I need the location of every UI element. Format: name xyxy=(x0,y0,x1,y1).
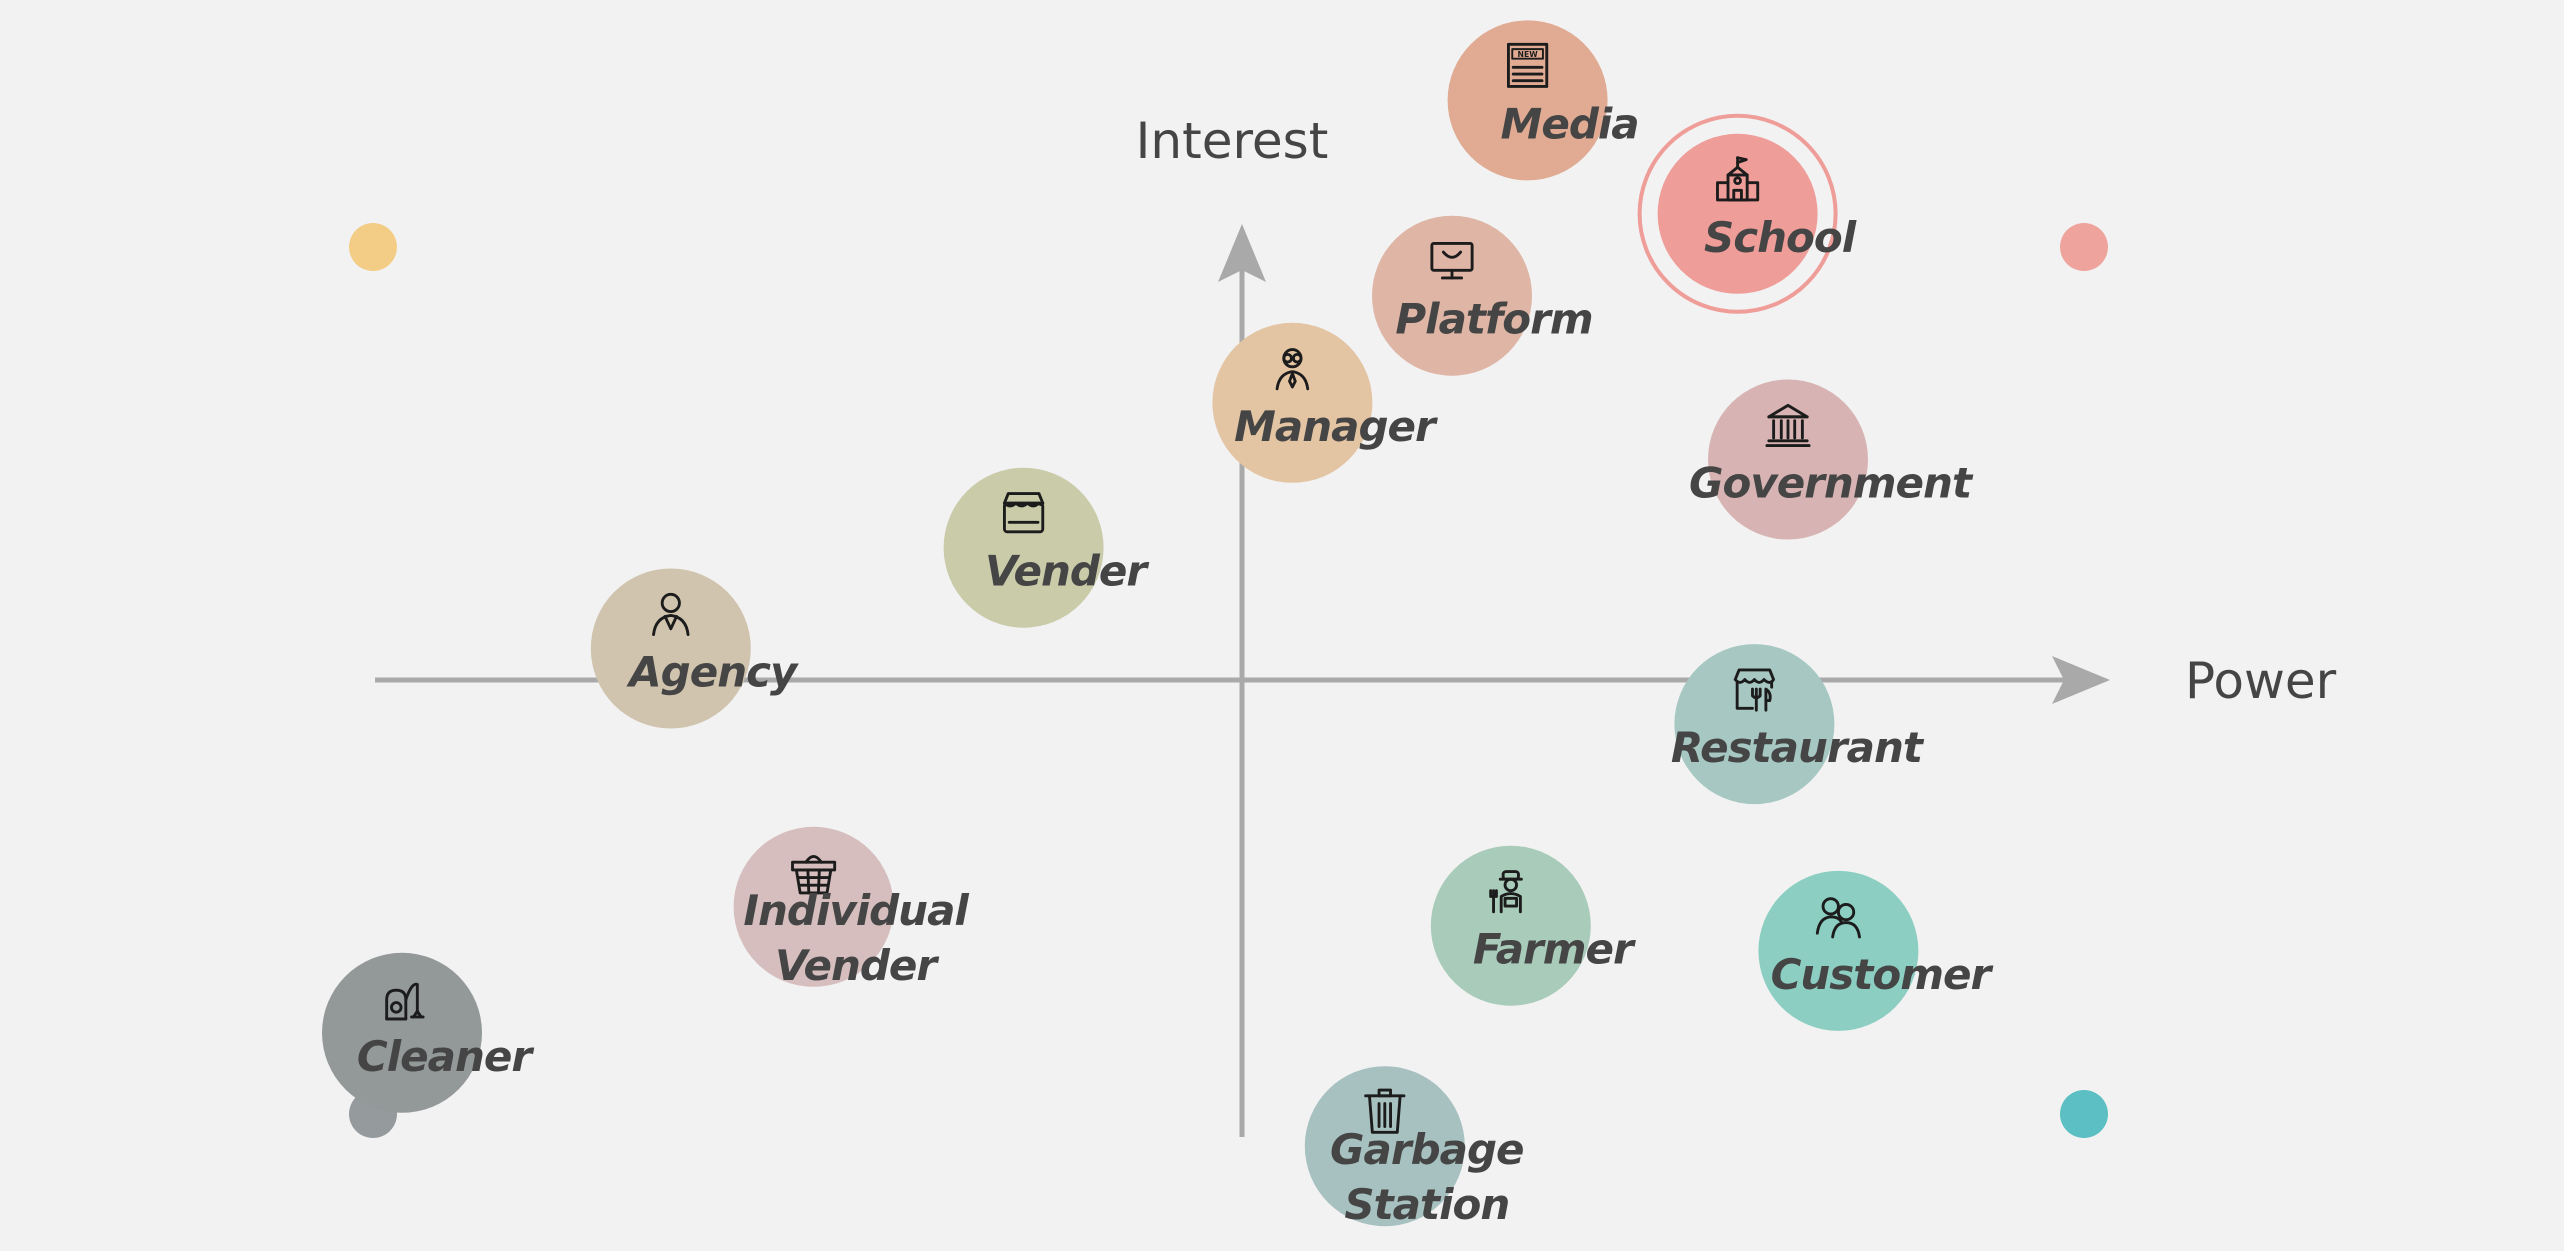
stakeholder-label-line: Vender xyxy=(775,941,939,990)
store-icon xyxy=(1002,492,1045,534)
stakeholder-label-line: Individual xyxy=(743,886,969,935)
stakeholder-bubble xyxy=(1372,215,1532,376)
stakeholder-label: Individual Vender xyxy=(743,886,969,990)
stakeholder-label-line: Manager xyxy=(1234,402,1438,451)
stakeholder-bubble xyxy=(322,952,482,1113)
stakeholder-bubble xyxy=(733,826,894,987)
trash-icon xyxy=(1364,1088,1406,1134)
stakeholder-label-line: Restaurant xyxy=(1671,723,1925,772)
stakeholder-individual-vender: Individual Vender xyxy=(733,826,970,990)
quadrant-marker-top-right xyxy=(2060,223,2108,271)
stakeholder-label-line: Government xyxy=(1689,459,1974,508)
y-axis-arrowhead xyxy=(1218,224,1266,282)
stakeholder-label-line: Platform xyxy=(1395,295,1592,344)
stakeholder-bubble xyxy=(1212,322,1373,483)
restaurant-icon xyxy=(1733,668,1776,712)
stakeholder-bubble xyxy=(1430,845,1591,1006)
stakeholder-restaurant: Restaurant xyxy=(1671,644,1926,805)
stakeholder-bubble xyxy=(590,568,751,729)
stakeholder-farmer: Farmer xyxy=(1430,845,1637,1006)
stakeholder-label-line: Farmer xyxy=(1473,925,1636,974)
stakeholder-label-line: School xyxy=(1704,213,1857,262)
customer-icon xyxy=(1815,897,1861,939)
stakeholder-bubble xyxy=(1708,379,1868,540)
x-axis-arrowhead xyxy=(2052,656,2110,704)
stakeholder-label-line: Cleaner xyxy=(357,1032,534,1081)
stakeholder-customer: Customer xyxy=(1758,870,1994,1031)
school-icon xyxy=(1716,156,1760,202)
manager-icon xyxy=(1275,348,1310,391)
quadrant-markers xyxy=(349,223,2108,1138)
stakeholder-bubble xyxy=(943,467,1104,628)
stakeholder-label: Vender xyxy=(985,547,1149,596)
stakeholder-school: School xyxy=(1637,113,1858,314)
y-axis-label: Interest xyxy=(1136,112,1329,170)
newspaper-icon: NEW xyxy=(1506,42,1549,88)
stakeholder-label: Government xyxy=(1689,459,1974,508)
farmer-icon xyxy=(1489,870,1523,914)
government-icon xyxy=(1765,403,1811,448)
stakeholder-label-line: Vender xyxy=(985,547,1149,596)
stakeholder-label: Restaurant xyxy=(1671,723,1925,772)
stakeholder-bubble xyxy=(1657,133,1818,294)
stakeholder-label-line: Garbage xyxy=(1330,1125,1523,1174)
stakeholder-manager: Manager xyxy=(1212,322,1439,483)
stakeholder-government: Government xyxy=(1689,379,1975,540)
agent-icon xyxy=(652,592,690,637)
svg-text:NEW: NEW xyxy=(1518,50,1539,59)
stakeholder-label: School xyxy=(1704,213,1857,262)
stakeholder-bubble xyxy=(1447,20,1608,181)
stakeholder-media: NEW Media xyxy=(1447,20,1640,181)
quadrant-marker-bottom-right xyxy=(2060,1090,2108,1138)
stakeholder-label-line: Media xyxy=(1501,99,1639,148)
stakeholder-cleaner: Cleaner xyxy=(322,952,535,1113)
stakeholder-label: Farmer xyxy=(1473,925,1636,974)
stakeholder-nodes: NEW Media School Platform Manager Government V… xyxy=(322,20,1994,1229)
stakeholder-label-line: Station xyxy=(1344,1180,1509,1229)
stakeholder-label: Media xyxy=(1501,99,1639,148)
monitor-icon xyxy=(1430,242,1474,280)
stakeholder-label: Manager xyxy=(1234,402,1438,451)
stakeholder-bubble xyxy=(1304,1066,1465,1227)
stakeholder-label: Platform xyxy=(1395,295,1592,344)
stakeholder-bubble xyxy=(1758,870,1919,1031)
stakeholder-label: Agency xyxy=(626,648,799,697)
stakeholder-label: Customer xyxy=(1771,950,1994,999)
x-axis-label: Power xyxy=(2185,652,2337,710)
stakeholder-label-line: Customer xyxy=(1771,950,1994,999)
stakeholder-platform: Platform xyxy=(1372,215,1594,376)
stakeholder-label-line: Agency xyxy=(626,648,799,697)
basket-icon xyxy=(791,855,837,895)
stakeholder-label: Cleaner xyxy=(357,1032,534,1081)
vacuum-icon xyxy=(385,982,425,1021)
quadrant-marker-top-left xyxy=(349,223,397,271)
stakeholder-label: Garbage Station xyxy=(1330,1125,1523,1229)
stakeholder-agency: Agency xyxy=(590,568,800,729)
stakeholder-garbage-station: Garbage Station xyxy=(1304,1066,1525,1229)
stakeholder-bubble xyxy=(1674,644,1835,805)
stakeholder-vender: Vender xyxy=(943,467,1150,628)
highlight-ring xyxy=(1637,113,1838,314)
